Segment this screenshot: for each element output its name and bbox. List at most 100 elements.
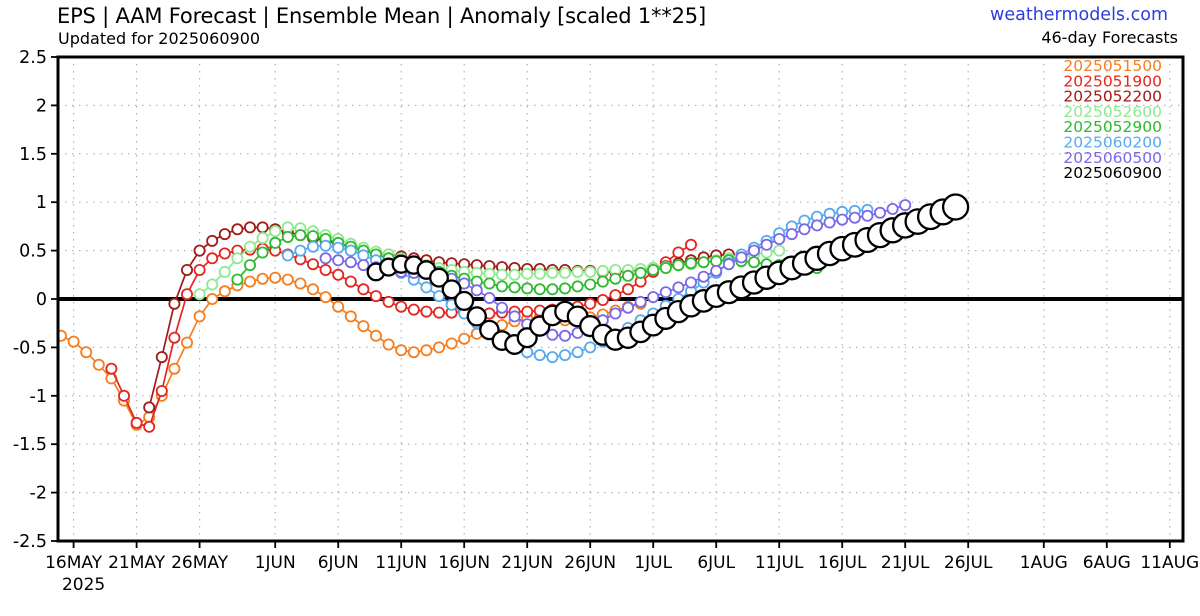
data-marker (130, 416, 143, 429)
data-marker (155, 351, 168, 364)
data-marker (319, 239, 332, 252)
data-marker (193, 263, 206, 276)
data-marker (622, 283, 635, 296)
data-marker (886, 202, 899, 215)
data-marker (609, 289, 622, 302)
data-marker (294, 277, 307, 290)
data-marker (596, 264, 609, 277)
x-axis-tick-label: 16JUL (818, 553, 867, 573)
data-marker (332, 254, 345, 267)
x-axis-tick-label: 11JUN (375, 553, 427, 573)
data-marker (622, 269, 635, 282)
x-axis-year-label: 2025 (62, 575, 105, 595)
data-marker (118, 389, 131, 402)
data-marker (357, 320, 370, 333)
data-marker (836, 213, 849, 226)
data-marker (533, 349, 546, 362)
y-axis-tick-label: 1 (36, 193, 47, 213)
data-marker (647, 263, 660, 276)
data-marker (546, 283, 559, 296)
data-marker (609, 272, 622, 285)
forecast-range-label: 46-day Forecasts (1041, 28, 1178, 47)
data-marker (332, 241, 345, 254)
data-marker (80, 346, 93, 359)
data-marker (495, 268, 508, 281)
data-marker (899, 199, 912, 212)
data-marker (773, 244, 786, 257)
data-marker (319, 291, 332, 304)
series-2025060900 (366, 193, 970, 355)
data-marker (454, 290, 475, 311)
y-axis-tick-label: 0.5 (19, 242, 47, 262)
data-marker (685, 257, 698, 270)
data-marker (269, 236, 282, 249)
x-axis-tick-label: 1AUG (1020, 553, 1068, 573)
data-marker (256, 221, 269, 234)
data-marker (344, 244, 357, 257)
data-marker (382, 338, 395, 351)
data-marker (281, 249, 294, 262)
y-axis-tick-label: -0.5 (13, 338, 47, 358)
data-marker (495, 280, 508, 293)
data-marker (584, 297, 597, 310)
data-marker (672, 246, 685, 259)
data-marker (332, 268, 345, 281)
data-marker (218, 228, 231, 241)
axis-ticks (51, 56, 1171, 548)
data-marker (432, 290, 445, 303)
y-axis-tick-label: 2 (36, 96, 47, 116)
x-axis-tick-label: 21JUN (501, 553, 553, 573)
data-marker (407, 303, 420, 316)
site-link[interactable]: weathermodels.com (990, 5, 1168, 25)
data-marker (281, 221, 294, 234)
data-marker (67, 335, 80, 348)
data-marker (571, 346, 584, 359)
data-marker (508, 281, 521, 294)
plot-frame (56, 55, 1185, 543)
legend-entry-2025060900: 2025060900 (1063, 164, 1162, 182)
data-marker (521, 267, 534, 280)
data-marker (243, 240, 256, 253)
data-marker (445, 337, 458, 350)
data-marker (243, 259, 256, 272)
data-marker (306, 258, 319, 271)
data-marker (659, 286, 672, 299)
data-marker (231, 252, 244, 265)
data-marker (357, 259, 370, 272)
data-marker (395, 300, 408, 313)
data-marker (466, 306, 487, 327)
legend-entry-2025052900: 2025052900 (1063, 118, 1162, 136)
data-marker (180, 336, 193, 349)
data-marker (143, 401, 156, 414)
data-marker (180, 263, 193, 276)
data-marker (243, 221, 256, 234)
data-marker (609, 307, 622, 320)
x-axis-tick-label: 16JUN (438, 553, 490, 573)
data-marker (622, 301, 635, 314)
updated-label: Updated for 2025060900 (58, 29, 261, 48)
page-title: EPS | AAM Forecast | Ensemble Mean | Ano… (57, 4, 706, 28)
data-marker (584, 278, 597, 291)
data-marker (697, 256, 710, 269)
data-marker (722, 258, 735, 271)
data-marker (306, 283, 319, 296)
series-2025060500 (319, 199, 912, 342)
data-marker (344, 310, 357, 323)
x-axis-tick-label: 26JUN (564, 553, 616, 573)
y-axis-tick-label: -1 (30, 387, 47, 407)
data-marker (495, 301, 508, 314)
data-marker (420, 281, 433, 294)
y-axis-tick-label: 2.5 (19, 48, 47, 68)
data-marker (281, 273, 294, 286)
data-marker (458, 332, 471, 345)
y-axis-tick-label: -2.5 (13, 532, 47, 552)
x-axis-tick-label: 21JUL (881, 553, 930, 573)
data-marker (470, 284, 483, 297)
data-marker (429, 267, 449, 288)
legend-entry-2025051500: 2025051500 (1063, 57, 1162, 75)
data-marker (206, 252, 219, 265)
data-marker (773, 232, 786, 245)
data-marker (256, 272, 269, 285)
data-marker (193, 310, 206, 323)
data-marker (584, 341, 597, 354)
